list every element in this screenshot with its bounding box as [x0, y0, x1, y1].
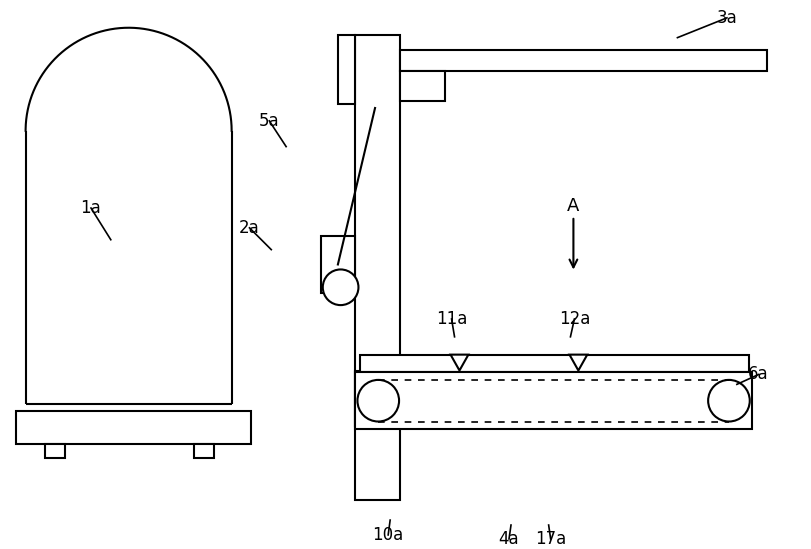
Bar [194, 444, 213, 458]
Polygon shape [569, 355, 586, 371]
Circle shape [323, 270, 358, 305]
Bar [355, 35, 400, 500]
Circle shape [357, 380, 398, 422]
Bar [320, 236, 355, 293]
Circle shape [707, 380, 749, 422]
Bar [337, 35, 355, 104]
Bar [355, 372, 393, 426]
Text: 1a: 1a [80, 199, 101, 217]
Text: 10a: 10a [372, 526, 403, 544]
Bar [355, 372, 751, 429]
Bar [45, 444, 65, 458]
Text: A: A [567, 197, 579, 215]
Text: 4a: 4a [498, 530, 519, 548]
Text: 5a: 5a [259, 112, 279, 130]
Text: 11a: 11a [436, 310, 466, 328]
Polygon shape [450, 355, 468, 371]
Bar [400, 49, 766, 71]
Text: 17a: 17a [534, 530, 565, 548]
Bar [400, 71, 444, 101]
Bar [15, 411, 251, 444]
Text: 6a: 6a [748, 366, 768, 383]
Text: 2a: 2a [238, 219, 260, 237]
Text: 12a: 12a [558, 310, 590, 328]
Text: 3a: 3a [715, 9, 736, 27]
Bar [360, 355, 748, 372]
